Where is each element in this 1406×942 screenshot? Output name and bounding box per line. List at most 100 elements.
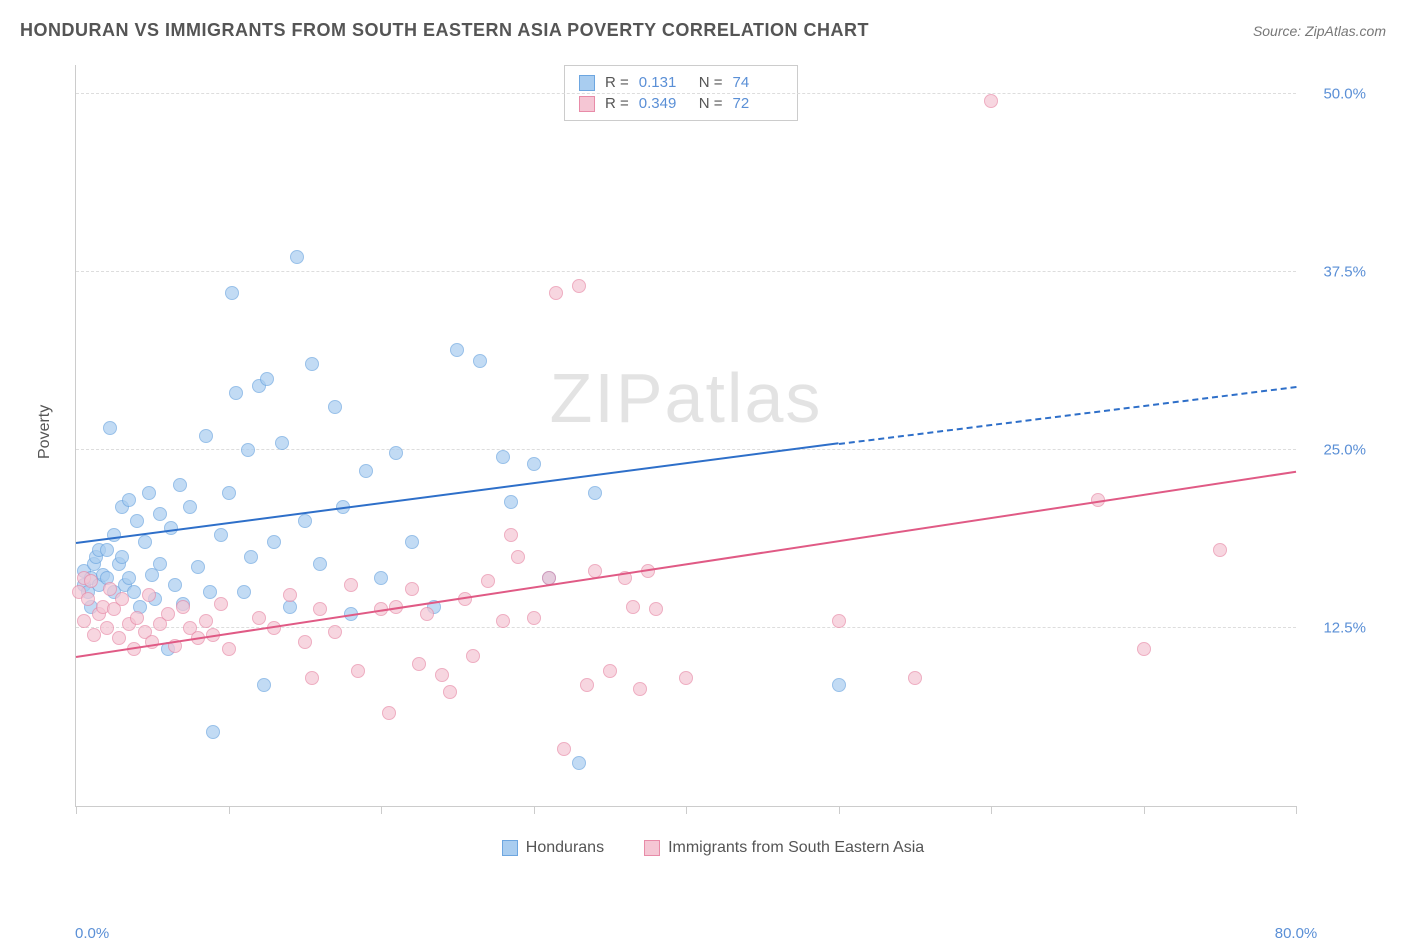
data-point: [908, 671, 922, 685]
data-point: [237, 585, 251, 599]
data-point: [77, 614, 91, 628]
data-point: [222, 486, 236, 500]
data-point: [435, 668, 449, 682]
data-point: [832, 678, 846, 692]
data-point: [443, 685, 457, 699]
data-point: [382, 706, 396, 720]
x-tick: [381, 806, 382, 814]
data-point: [191, 560, 205, 574]
data-point: [244, 550, 258, 564]
data-point: [412, 657, 426, 671]
data-point: [389, 446, 403, 460]
data-point: [214, 528, 228, 542]
data-point: [305, 357, 319, 371]
data-point: [351, 664, 365, 678]
data-point: [127, 585, 141, 599]
data-point: [633, 682, 647, 696]
data-point: [504, 495, 518, 509]
legend-item-1: Hondurans: [502, 839, 604, 857]
y-axis-label: Poverty: [36, 404, 54, 458]
data-point: [283, 588, 297, 602]
data-point: [473, 354, 487, 368]
trend-line: [76, 443, 839, 545]
data-point: [122, 493, 136, 507]
x-tick: [534, 806, 535, 814]
stats-row-2: R = 0.349 N = 72: [579, 93, 783, 114]
gridline: [76, 93, 1296, 94]
x-tick: [229, 806, 230, 814]
data-point: [225, 286, 239, 300]
data-point: [122, 571, 136, 585]
x-tick: [1296, 806, 1297, 814]
data-point: [103, 582, 117, 596]
swatch-series-1: [579, 75, 595, 91]
plot-area: ZIPatlas R = 0.131 N = 74 R = 0.349 N = …: [75, 65, 1296, 807]
data-point: [275, 436, 289, 450]
data-point: [183, 500, 197, 514]
data-point: [466, 649, 480, 663]
data-point: [504, 528, 518, 542]
x-tick: [76, 806, 77, 814]
data-point: [305, 671, 319, 685]
data-point: [229, 386, 243, 400]
swatch-series-2: [579, 96, 595, 112]
legend: Hondurans Immigrants from South Eastern …: [50, 839, 1376, 857]
data-point: [298, 635, 312, 649]
legend-label-1: Hondurans: [526, 839, 604, 857]
data-point: [138, 535, 152, 549]
data-point: [511, 550, 525, 564]
gridline: [76, 271, 1296, 272]
n-value-2: 72: [733, 95, 783, 112]
data-point: [81, 592, 95, 606]
data-point: [130, 611, 144, 625]
data-point: [580, 678, 594, 692]
data-point: [679, 671, 693, 685]
data-point: [374, 571, 388, 585]
data-point: [290, 250, 304, 264]
data-point: [405, 535, 419, 549]
data-point: [142, 588, 156, 602]
data-point: [206, 725, 220, 739]
data-point: [173, 478, 187, 492]
y-tick-label: 50.0%: [1323, 85, 1366, 102]
x-tick: [839, 806, 840, 814]
n-value-1: 74: [733, 74, 783, 91]
data-point: [1213, 543, 1227, 557]
n-label: N =: [699, 95, 723, 112]
data-point: [344, 578, 358, 592]
x-tick: [1144, 806, 1145, 814]
r-value-1: 0.131: [639, 74, 689, 91]
data-point: [572, 756, 586, 770]
legend-swatch-2: [644, 840, 660, 856]
r-label: R =: [605, 74, 629, 91]
data-point: [103, 421, 117, 435]
data-point: [313, 602, 327, 616]
data-point: [359, 464, 373, 478]
trend-line: [76, 471, 1296, 658]
data-point: [649, 602, 663, 616]
r-value-2: 0.349: [639, 95, 689, 112]
data-point: [603, 664, 617, 678]
chart-title: HONDURAN VS IMMIGRANTS FROM SOUTH EASTER…: [20, 20, 869, 41]
data-point: [115, 592, 129, 606]
data-point: [557, 742, 571, 756]
data-point: [984, 94, 998, 108]
n-label: N =: [699, 74, 723, 91]
data-point: [199, 429, 213, 443]
r-label: R =: [605, 95, 629, 112]
data-point: [313, 557, 327, 571]
data-point: [115, 550, 129, 564]
data-point: [260, 372, 274, 386]
data-point: [572, 279, 586, 293]
data-point: [450, 343, 464, 357]
x-tick-min: 0.0%: [75, 925, 109, 942]
legend-label-2: Immigrants from South Eastern Asia: [668, 839, 924, 857]
data-point: [527, 611, 541, 625]
watermark: ZIPatlas: [550, 358, 823, 438]
data-point: [100, 621, 114, 635]
data-point: [588, 486, 602, 500]
data-point: [496, 450, 510, 464]
gridline: [76, 449, 1296, 450]
data-point: [328, 400, 342, 414]
data-point: [214, 597, 228, 611]
